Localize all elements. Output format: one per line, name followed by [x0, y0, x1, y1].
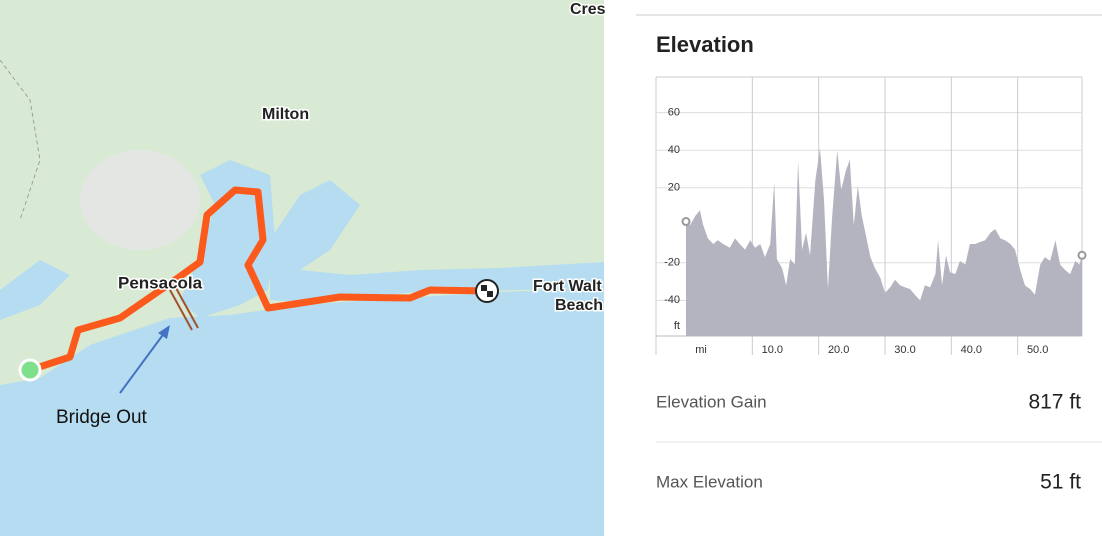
x-tick-label: 20.0 [828, 344, 849, 356]
y-tick-label: -40 [664, 294, 680, 306]
place-label: Fort Walt [533, 278, 602, 295]
place-label: Beach [555, 297, 603, 314]
endpoint [681, 217, 691, 227]
checker [481, 285, 487, 291]
bridge [175, 287, 199, 329]
stat-label: Elevation Gain [656, 392, 767, 411]
place-label: Milton [262, 106, 309, 123]
panel-title: Elevation [656, 32, 754, 57]
y-tick-label: 40 [668, 144, 680, 156]
y-unit: ft [674, 320, 680, 332]
x-tick-label: 40.0 [961, 344, 982, 356]
sound [270, 180, 604, 302]
map[interactable]: Cres Milton Pensacola Fort Walt Beach Br… [0, 0, 607, 536]
endpoint [1077, 250, 1087, 260]
x-tick-label: 30.0 [894, 344, 915, 356]
bayou [0, 260, 70, 320]
arrow [119, 331, 166, 394]
place-label: Pensacola [118, 273, 203, 292]
x-tick-label: 50.0 [1027, 344, 1048, 356]
annotation: Bridge Out [56, 407, 148, 428]
x-unit: mi [695, 344, 707, 356]
elevation-panel: Elevation Elevation Gain 817 ft Max Elev… [636, 14, 1102, 494]
y-tick-label: 20 [668, 182, 680, 194]
x-tick-label: 10.0 [762, 344, 783, 356]
stat-label: Max Elevation [656, 472, 763, 491]
y-tick-label: 60 [668, 107, 680, 119]
y-tick-label: -20 [664, 257, 680, 269]
elevation-chart: -40 -20 20 40 60 ft 10.0 20.0 30.0 40.0 50.0 mi [655, 76, 1087, 356]
checker [487, 291, 493, 297]
place-label: Cres [570, 1, 606, 18]
boundary [0, 59, 41, 221]
start-marker[interactable] [18, 358, 42, 382]
urban [80, 150, 200, 250]
stat-value: 817 ft [1028, 391, 1081, 414]
bridge [169, 289, 193, 331]
elevation-area [686, 148, 1082, 336]
route [28, 186, 488, 374]
arrowhead [158, 325, 170, 339]
stat-value: 51 ft [1040, 471, 1081, 494]
